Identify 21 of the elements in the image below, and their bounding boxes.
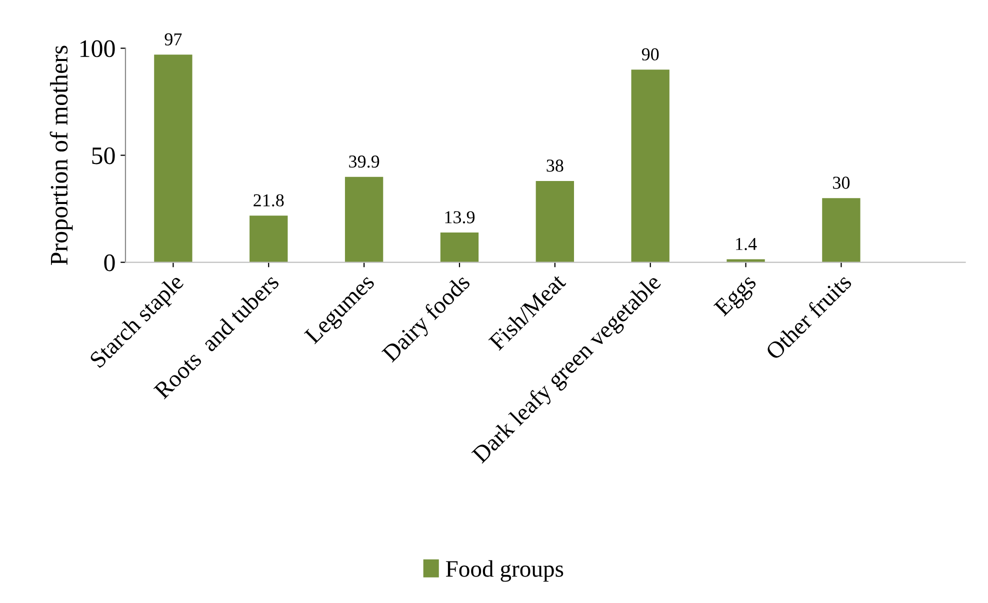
y-axis-title: Proportion of mothers — [50, 46, 73, 265]
bar — [344, 176, 384, 262]
data-label: 30 — [833, 176, 850, 189]
data-label: 39.9 — [349, 156, 380, 168]
bar — [822, 198, 860, 262]
x-tick-label: Eggs — [713, 273, 760, 320]
legend-label: Food groups — [446, 560, 564, 582]
data-label: 90 — [642, 48, 659, 60]
y-tick-label: 50 — [92, 147, 115, 164]
y-tick-label: 0 — [104, 254, 115, 272]
data-label: 38 — [546, 160, 564, 172]
bar — [440, 232, 479, 262]
data-label: 1.4 — [736, 238, 757, 250]
bar — [154, 54, 192, 262]
bar — [631, 70, 670, 262]
bar — [250, 216, 288, 262]
data-label: 13.9 — [445, 211, 475, 224]
data-label: 97 — [164, 33, 182, 46]
y-tick-label: 100 — [80, 40, 115, 58]
bar — [536, 180, 574, 262]
data-label: 21.8 — [254, 194, 284, 206]
